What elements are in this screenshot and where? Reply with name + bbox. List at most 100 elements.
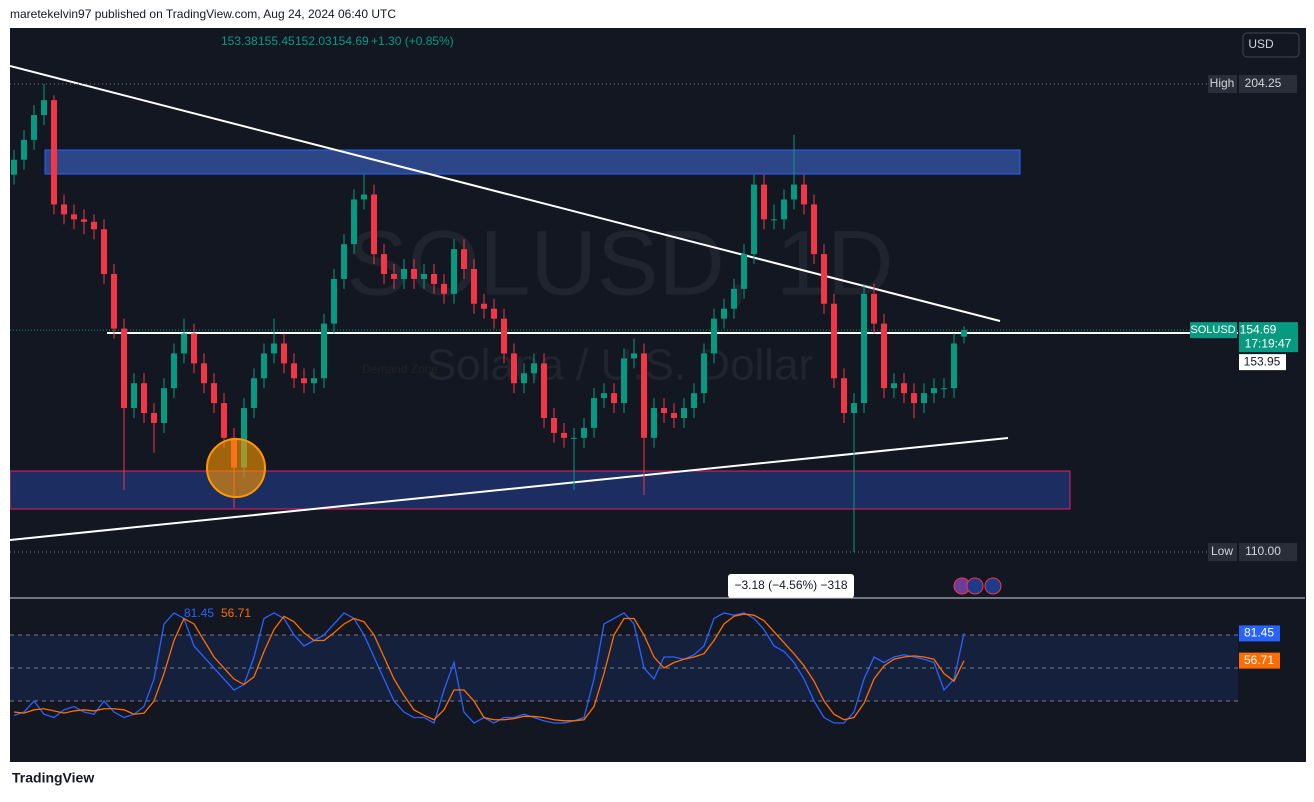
candle-body	[131, 383, 137, 409]
low-value-box	[1239, 543, 1297, 562]
candle-body	[621, 358, 627, 404]
candle-body	[241, 408, 247, 468]
candle-body	[371, 194, 377, 255]
candle-body	[441, 283, 447, 294]
candle-body	[451, 249, 457, 294]
candle-body	[631, 353, 637, 359]
candle-body	[91, 221, 97, 230]
candle-body	[821, 254, 827, 304]
candle-body	[521, 373, 527, 384]
watermark-description: Solana / U.S. Dollar	[427, 341, 813, 390]
candle-body	[251, 378, 257, 409]
candle-body	[491, 308, 497, 319]
ohlc-open: 153.38	[221, 34, 258, 48]
ohlc-header: 153.38 155.45 152.03 154.69 +1.30 (+0.85…	[221, 34, 454, 48]
candle-body	[321, 323, 327, 379]
candle-body	[361, 194, 367, 200]
candle-body	[111, 273, 117, 329]
candle-body	[811, 204, 817, 255]
low-label-box	[1208, 543, 1237, 562]
low-label: Low	[1211, 544, 1233, 558]
candle-body	[951, 343, 957, 389]
candle-body	[601, 393, 607, 399]
event-icon[interactable]	[984, 577, 1002, 595]
candle-body	[391, 273, 397, 279]
candle-body	[911, 393, 917, 404]
candle-body	[711, 318, 717, 354]
indicator-line	[13, 612, 965, 724]
candle-body	[941, 388, 947, 390]
candle-body	[701, 353, 707, 394]
candle-body	[781, 199, 787, 220]
indicator-legend-k: 81.45	[184, 606, 214, 620]
candle-body	[771, 219, 777, 221]
indicator-pane	[10, 612, 1238, 724]
indicator-line	[13, 613, 965, 722]
candle-body	[511, 353, 517, 384]
candle-body	[741, 254, 747, 289]
candle-body	[71, 214, 77, 220]
candle-body	[801, 184, 807, 205]
candle-body	[271, 343, 277, 354]
candle-body	[461, 249, 467, 269]
candle-body	[151, 413, 157, 423]
currency: USD	[1248, 37, 1274, 51]
candle-body	[291, 363, 297, 379]
candle-body	[331, 278, 337, 324]
countdown: 17:19:47	[1245, 336, 1292, 350]
trendline-lower	[10, 437, 1009, 541]
candle-body	[411, 268, 417, 279]
event-icon[interactable]	[966, 577, 984, 595]
candle-body	[651, 408, 657, 438]
candle-body	[551, 417, 557, 433]
measure-text: −3.18 (−4.56%) −318	[734, 578, 847, 592]
candle-body	[181, 333, 187, 354]
indicator-value: 81.45	[1244, 626, 1274, 640]
candle-body	[141, 383, 147, 414]
watermark-symbol: SOLUSD, 1D	[346, 212, 893, 314]
candle-body	[261, 353, 267, 379]
candle-body	[901, 383, 907, 394]
candle-body	[731, 288, 737, 309]
low-value: 110.00	[1245, 544, 1281, 558]
high-label: High	[1210, 76, 1235, 90]
candle-body	[761, 184, 767, 220]
trendline-upper	[10, 65, 1001, 322]
candle-body	[161, 388, 167, 423]
line-price-box	[1239, 354, 1286, 371]
candle-body	[471, 268, 477, 304]
candle-body	[881, 323, 887, 389]
symbol-label: SOLUSD	[1190, 324, 1235, 336]
candle-body	[751, 184, 757, 255]
candle-body	[481, 303, 487, 309]
candle-body	[81, 219, 87, 222]
price-pane	[10, 65, 1238, 553]
high-value-box	[1239, 75, 1297, 94]
candle-body	[191, 333, 197, 364]
candle-body	[401, 268, 407, 279]
indicator-legend-d: 56.71	[221, 606, 251, 620]
currency-button[interactable]	[1242, 32, 1300, 58]
candle-body	[301, 378, 307, 384]
candle-body	[931, 388, 937, 394]
ohlc-close: 154.69	[332, 34, 369, 48]
candle-body	[641, 353, 647, 438]
candle-body	[281, 343, 287, 364]
candle-body	[381, 254, 387, 274]
demand-zone	[10, 470, 1071, 510]
candle-body	[11, 159, 17, 175]
ohlc-high: 155.45	[258, 34, 295, 48]
high-label-box	[1208, 75, 1237, 94]
candle-body	[51, 100, 57, 205]
candle-body	[501, 318, 507, 354]
publisher: maretekelvin97 published on TradingView.…	[10, 7, 396, 21]
candle-body	[571, 437, 577, 439]
candle-body	[201, 363, 207, 384]
high-value: 204.25	[1245, 76, 1282, 90]
symbol-box	[1190, 322, 1237, 339]
candle-body	[121, 328, 127, 409]
candle-body	[661, 408, 667, 414]
indicator-value: 56.71	[1244, 653, 1274, 667]
candle-body	[531, 363, 537, 374]
